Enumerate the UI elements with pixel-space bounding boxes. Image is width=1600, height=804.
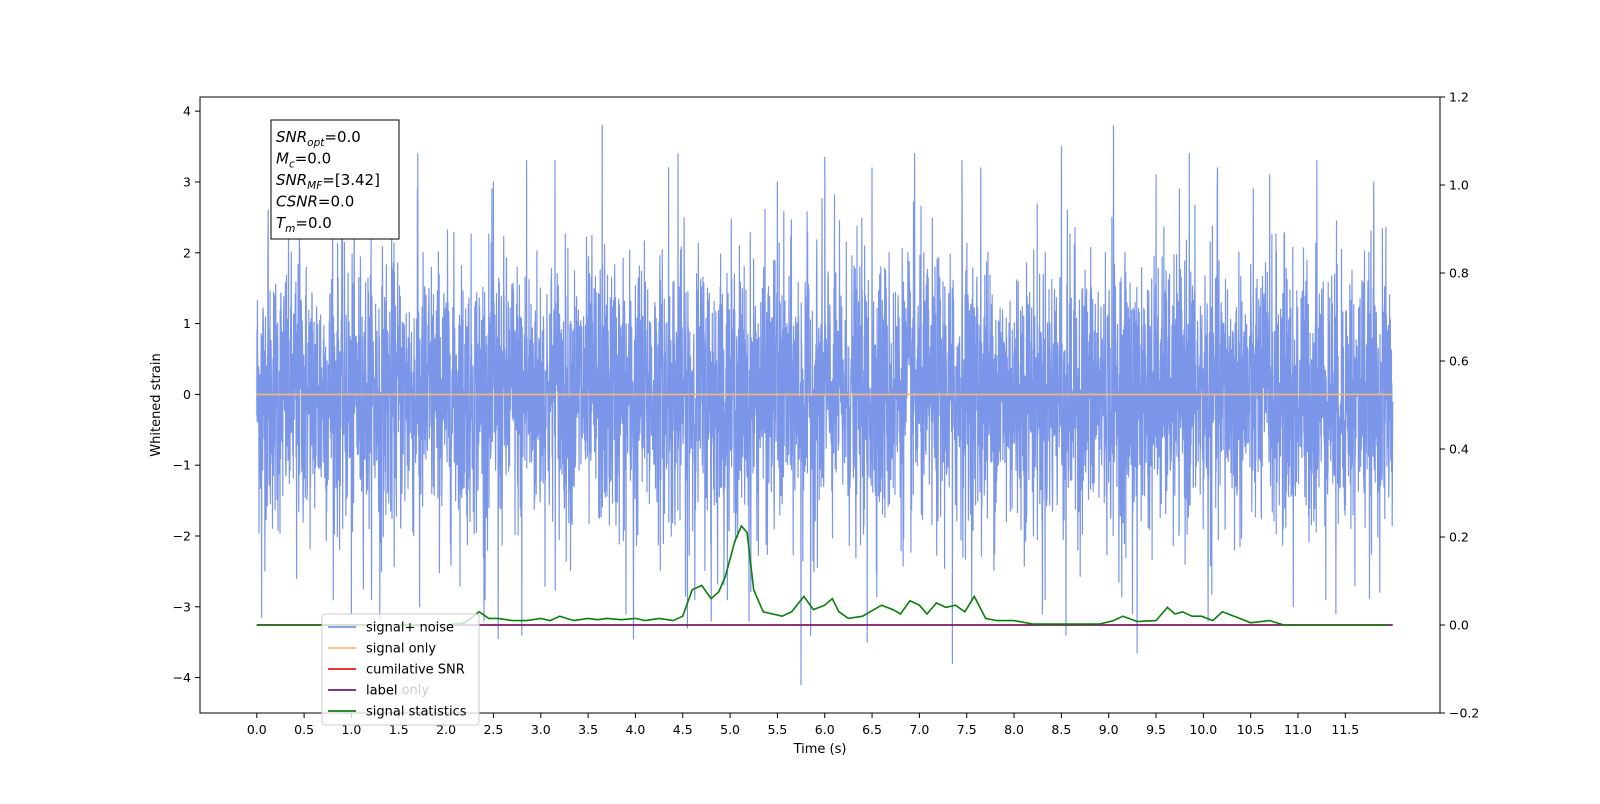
y2-tick-label: 0.8 [1449, 266, 1469, 281]
y2-tick-label: 1.0 [1449, 178, 1469, 193]
annotation-line: Tm=0.0 [276, 214, 332, 235]
x-axis: 0.0 0.5 1.0 1.5 2.0 2.5 3.0 3.5 4.0 4.5 5.0 5.5 6.0 6… [247, 713, 1359, 737]
plot-frame [199, 96, 1441, 714]
legend-label: signal+ noise [366, 621, 454, 636]
y-axis-left: −4 −3 −2 −1 0 1 2 3 4 [173, 104, 200, 685]
y2-tick-label: −0.2 [1449, 706, 1479, 721]
x-tick-label: 0.5 [294, 722, 314, 737]
x-tick-label: 8.0 [1004, 722, 1024, 737]
legend-label: label [366, 684, 397, 699]
x-tick-label: 5.0 [720, 722, 740, 737]
y-tick-label: 4 [183, 104, 191, 119]
x-tick-label: 9.5 [1146, 722, 1166, 737]
series-signal-noise-line [256, 124, 1394, 686]
annotation-line: SNRMF=[3.42] [276, 171, 380, 192]
legend-label: cumilative SNR [366, 663, 465, 678]
x-tick-label: 7.5 [957, 722, 977, 737]
y-tick-label: 2 [183, 245, 191, 260]
x-tick-label: 2.5 [483, 722, 503, 737]
y2-tick-label: 0.0 [1449, 618, 1469, 633]
y2-tick-label: 0.4 [1449, 442, 1469, 457]
y-tick-label: 1 [183, 316, 191, 331]
legend-frame [321, 613, 480, 726]
y-tick-label: −3 [173, 599, 191, 614]
annotation-box-frame [270, 119, 400, 240]
legend-label: signal only [366, 642, 436, 657]
x-tick-label: 4.5 [673, 722, 693, 737]
x-tick-label: 9.0 [1099, 722, 1119, 737]
y-axis-right: −0.2 0.0 0.2 0.4 0.6 0.8 1.0 1.2 [1440, 90, 1479, 721]
x-tick-label: 1.0 [342, 722, 362, 737]
series-signal-statistics-line [256, 524, 1388, 626]
x-tick-label: 4.0 [625, 722, 645, 737]
y-tick-label: −2 [173, 528, 191, 543]
x-tick-label: 10.0 [1189, 722, 1217, 737]
annotation-line: SNRopt=0.0 [276, 128, 361, 149]
x-tick-label: 0.0 [247, 722, 267, 737]
x-tick-label: 7.0 [909, 722, 929, 737]
x-tick-label: 2.0 [436, 722, 456, 737]
annotation-line: Mc=0.0 [276, 150, 331, 171]
x-tick-label: 5.5 [767, 722, 787, 737]
x-tick-label: 3.0 [531, 722, 551, 737]
x-tick-label: 3.5 [578, 722, 598, 737]
y2-tick-label: 0.2 [1449, 530, 1469, 545]
y-tick-label: −4 [173, 670, 191, 685]
x-tick-label: 8.5 [1051, 722, 1071, 737]
x-tick-label: 1.5 [389, 722, 409, 737]
legend-label: signal statistics [366, 705, 467, 720]
y-tick-label: −1 [173, 458, 191, 473]
x-tick-label: 6.0 [815, 722, 835, 737]
x-axis-label: Time (s) [793, 742, 847, 757]
x-tick-label: 6.5 [862, 722, 882, 737]
x-tick-label: 10.5 [1237, 722, 1265, 737]
y-tick-label: 0 [183, 387, 191, 402]
y2-tick-label: 0.6 [1449, 354, 1469, 369]
x-tick-label: 11.0 [1284, 722, 1312, 737]
annotation-line: CSNR=0.0 [276, 193, 354, 211]
x-tick-label: 11.5 [1331, 722, 1359, 737]
y-axis-label: Whitened strain [149, 353, 164, 456]
y2-tick-label: 1.2 [1449, 90, 1469, 105]
y-tick-label: 3 [183, 174, 191, 189]
